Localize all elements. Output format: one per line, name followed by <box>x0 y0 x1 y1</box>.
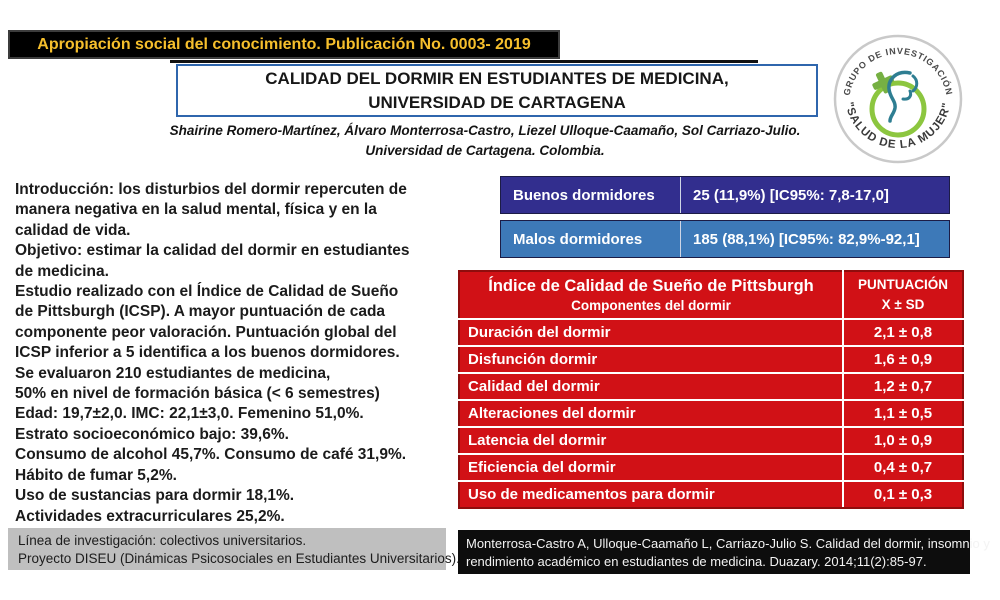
table-row: Uso de medicamentos para dormir 0,1 ± 0,… <box>458 479 964 509</box>
component-cell: Calidad del dormir <box>458 371 844 401</box>
bad-sleepers-label: Malos dormidores <box>501 221 681 257</box>
citation-line1: Monterrosa-Castro A, Ulloque-Caamaño L, … <box>466 536 990 551</box>
score-header-line2: X ± SD <box>881 296 925 312</box>
research-line-text1: Línea de investigación: colectivos unive… <box>18 533 307 548</box>
table-row-bad-sleepers: Malos dormidores 185 (88,1%) [IC95%: 82,… <box>500 220 950 258</box>
score-cell: 1,2 ± 0,7 <box>842 371 964 401</box>
logo-seal-icon: GRUPO DE INVESTIGACIÓN "SALUD DE LA MUJE… <box>833 34 963 164</box>
authors-line1: Shairine Romero-Martínez, Álvaro Monterr… <box>169 123 801 138</box>
body-line: ICSP inferior a 5 identifica a los bueno… <box>15 344 400 362</box>
body-line: Edad: 19,7±2,0. IMC: 22,1±3,0. Femenino … <box>15 405 364 423</box>
table-header-score: PUNTUACIÓN X ± SD <box>842 270 964 320</box>
research-group-logo: GRUPO DE INVESTIGACIÓN "SALUD DE LA MUJE… <box>832 33 964 165</box>
table-row: Calidad del dormir 1,2 ± 0,7 <box>458 371 964 401</box>
component-cell: Eficiencia del dormir <box>458 452 844 482</box>
good-sleepers-label: Buenos dormidores <box>501 177 681 213</box>
body-line: 50% en nivel de formación básica (< 6 se… <box>15 385 380 403</box>
research-line-box: Línea de investigación: colectivos unive… <box>8 528 460 570</box>
poster-title-line1: CALIDAD DEL DORMIR EN ESTUDIANTES DE MED… <box>265 68 729 88</box>
authors-block: Shairine Romero-Martínez, Álvaro Monterr… <box>115 121 855 160</box>
body-line: Estudio realizado con el Índice de Calid… <box>15 283 399 301</box>
table-subtitle: Componentes del dormir <box>571 298 731 314</box>
authors-line2: Universidad de Cartagena. Colombia. <box>365 142 605 158</box>
table-header-row: Índice de Calidad de Sueño de Pittsburgh… <box>458 270 964 320</box>
score-cell: 1,1 ± 0,5 <box>842 398 964 428</box>
component-cell: Uso de medicamentos para dormir <box>458 479 844 509</box>
score-cell: 0,4 ± 0,7 <box>842 452 964 482</box>
body-line: de Pittsburgh (ICSP). A mayor puntuación… <box>15 303 386 321</box>
bad-sleepers-value: 185 (88,1%) [IC95%: 82,9%-92,1] <box>693 230 920 248</box>
body-line: Consumo de alcohol 45,7%. Consumo de caf… <box>15 446 407 464</box>
body-line: Se evaluaron 210 estudiantes de medicina… <box>15 364 331 382</box>
body-line: Uso de sustancias para dormir 18,1%. <box>15 487 295 505</box>
body-line: Hábito de fumar 5,2%. <box>15 466 177 484</box>
title-top-rule <box>170 60 758 63</box>
component-cell: Disfunción dormir <box>458 344 844 374</box>
score-cell: 2,1 ± 0,8 <box>842 317 964 347</box>
pittsburgh-index-table: Índice de Calidad de Sueño de Pittsburgh… <box>458 270 964 509</box>
publication-banner-text: Apropiación social del conocimiento. Pub… <box>37 35 531 53</box>
good-sleepers-value: 25 (11,9%) [IC95%: 7,8-17,0] <box>693 186 889 204</box>
score-header-line1: PUNTUACIÓN <box>858 276 948 292</box>
research-line-text2: Proyecto DISEU (Dinámicas Psicosociales … <box>18 551 460 567</box>
table-row: Duración del dormir 2,1 ± 0,8 <box>458 317 964 347</box>
component-cell: Duración del dormir <box>458 317 844 347</box>
table-row-good-sleepers: Buenos dormidores 25 (11,9%) [IC95%: 7,8… <box>500 176 950 214</box>
table-row: Alteraciones del dormir 1,1 ± 0,5 <box>458 398 964 428</box>
component-cell: Alteraciones del dormir <box>458 398 844 428</box>
score-cell: 1,6 ± 0,9 <box>842 344 964 374</box>
body-line: Actividades extracurriculares 25,2%. <box>15 507 285 525</box>
body-line: manera negativa en la salud mental, físi… <box>15 201 377 219</box>
poster-title-box: CALIDAD DEL DORMIR EN ESTUDIANTES DE MED… <box>176 64 818 117</box>
sleepers-summary-table: Buenos dormidores 25 (11,9%) [IC95%: 7,8… <box>500 176 950 264</box>
table-title: Índice de Calidad de Sueño de Pittsburgh <box>488 277 814 295</box>
table-row: Disfunción dormir 1,6 ± 0,9 <box>458 344 964 374</box>
body-line: componente peor valoración. Puntuación g… <box>15 323 397 341</box>
table-header-components: Índice de Calidad de Sueño de Pittsburgh… <box>458 270 844 320</box>
body-line: de medicina. <box>15 262 109 280</box>
citation-line2: rendimiento académico en estudiantes de … <box>466 553 927 569</box>
component-cell: Latencia del dormir <box>458 425 844 455</box>
publication-banner: Apropiación social del conocimiento. Pub… <box>8 30 560 59</box>
body-line: Estrato socioeconómico bajo: 39,6%. <box>15 425 289 443</box>
score-cell: 0,1 ± 0,3 <box>842 479 964 509</box>
table-row: Latencia del dormir 1,0 ± 0,9 <box>458 425 964 455</box>
body-line: Introducción: los disturbios del dormir … <box>15 181 407 198</box>
citation-box: Monterrosa-Castro A, Ulloque-Caamaño L, … <box>458 530 990 574</box>
body-line: Objetivo: estimar la calidad del dormir … <box>15 242 410 260</box>
abstract-text-block: Introducción: los disturbios del dormir … <box>15 180 493 527</box>
score-cell: 1,0 ± 0,9 <box>842 425 964 455</box>
poster-title-line2: UNIVERSIDAD DE CARTAGENA <box>368 92 626 112</box>
table-row: Eficiencia del dormir 0,4 ± 0,7 <box>458 452 964 482</box>
body-line: calidad de vida. <box>15 221 131 239</box>
